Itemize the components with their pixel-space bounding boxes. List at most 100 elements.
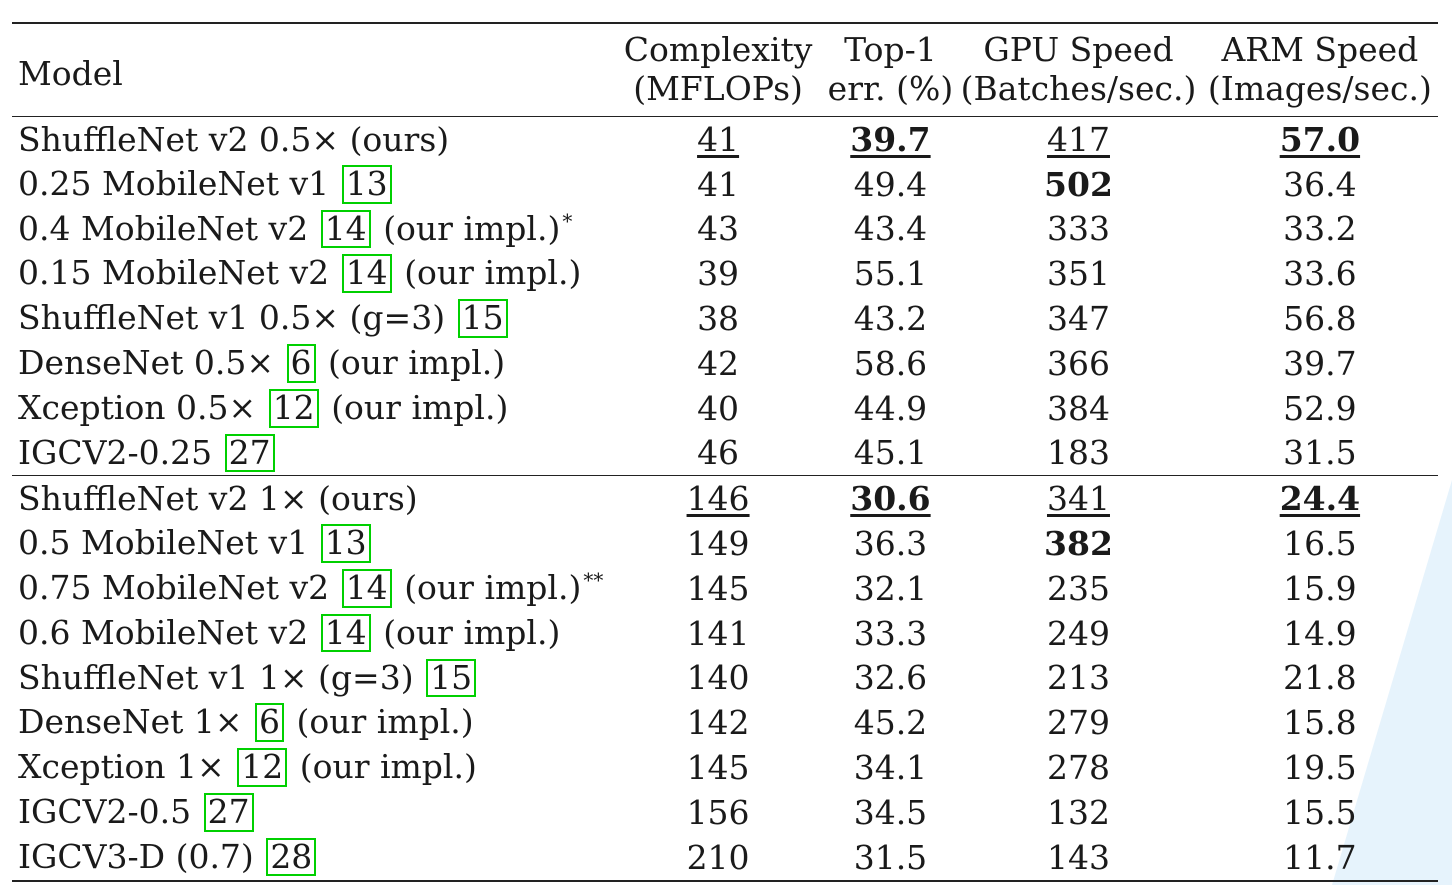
value-mflops: 140 [686,658,750,698]
value-mflops: 39 [697,254,740,294]
header-complexity: Complexity [623,29,813,69]
value-arm: 15.8 [1283,703,1357,743]
value-top1: 45.1 [853,433,928,473]
value-top1: 32.6 [853,658,928,698]
value-top1: 31.5 [853,837,928,877]
cell-gpu: 143 [955,835,1202,881]
value-gpu: 213 [1046,658,1110,698]
model-name-cell: 0.6 MobileNet v2 14 (our impl.) [12,611,610,656]
citation-link[interactable]: 14 [320,613,371,653]
citation-link[interactable]: 15 [426,658,477,698]
citation-link[interactable]: 14 [320,209,371,249]
cell-top1: 34.5 [826,790,956,835]
value-arm: 36.4 [1283,164,1357,204]
value-top1: 33.3 [853,613,928,653]
table-row: IGCV2-0.25 27 46 45.1 183 31.5 [12,431,1438,476]
table-row: ShuffleNet v2 1× (ours) 146 30.6 341 24.4 [12,476,1438,521]
value-gpu: 249 [1046,613,1110,653]
value-arm: 21.8 [1283,658,1357,698]
value-gpu: 384 [1046,388,1110,428]
value-gpu: 235 [1046,568,1110,608]
value-gpu: 366 [1046,343,1110,383]
value-arm: 56.8 [1283,299,1357,339]
value-mflops: 41 [697,164,740,204]
citation-link[interactable]: 14 [341,254,392,294]
value-top1: 44.9 [853,388,928,428]
citation-link[interactable]: 15 [457,299,508,338]
header-top1-unit: err. (%) [827,69,954,108]
cell-gpu: 502 [955,162,1202,207]
cell-arm: 33.6 [1202,251,1438,296]
model-name: ShuffleNet v2 1× [18,479,308,519]
cell-mflops: 141 [610,611,825,656]
citation-link[interactable]: 27 [203,793,254,832]
value-top1: 43.2 [853,299,928,339]
cell-mflops: 39 [610,251,825,296]
model-name: DenseNet 1× [18,702,243,742]
table-row: 0.15 MobileNet v2 14 (our impl.) 39 55.1 35… [12,251,1438,296]
cell-top1: 30.6 [826,476,956,521]
cell-top1: 36.3 [826,521,956,566]
value-mflops: 40 [697,388,740,428]
citation-link[interactable]: 28 [266,837,317,877]
cell-gpu: 382 [955,521,1202,566]
model-name-cell: 0.15 MobileNet v2 14 (our impl.) [12,251,610,296]
table-row: 0.25 MobileNet v1 13 41 49.4 502 36.4 [12,162,1438,207]
citation-link[interactable]: 12 [237,748,288,787]
value-gpu: 143 [1046,837,1110,877]
model-name-cell: ShuffleNet v2 1× (ours) [12,476,610,521]
cell-arm: 56.8 [1202,296,1438,341]
value-top1: 32.1 [853,568,928,608]
table-row: Xception 0.5× 12 (our impl.) 40 44.9 384 52.… [12,386,1438,431]
cell-arm: 21.8 [1202,656,1438,701]
citation-link[interactable]: 13 [341,164,392,204]
table-row: ShuffleNet v2 0.5× (ours) 41 39.7 417 57.0 [12,117,1438,162]
citation-link[interactable]: 27 [224,433,275,473]
model-name-cell: ShuffleNet v1 0.5× (g=3) 15 [12,296,610,341]
value-arm: 33.2 [1283,209,1357,249]
table-row: 0.6 MobileNet v2 14 (our impl.) 141 33.3 24… [12,611,1438,656]
value-top1: 55.1 [853,254,928,294]
value-mflops: 46 [697,433,740,473]
table-row: Xception 1× 12 (our impl.) 145 34.1 278 19.5 [12,745,1438,790]
model-name-cell: DenseNet 0.5× 6 (our impl.) [12,341,610,386]
table-group-small: ShuffleNet v2 0.5× (ours) 41 39.7 417 57.0 0.… [12,117,1438,476]
model-name: Xception 0.5× [18,387,257,427]
model-name: 0.15 MobileNet v2 [18,253,330,293]
cell-gpu: 366 [955,341,1202,386]
value-top1: 43.4 [853,209,928,249]
citation-link[interactable]: 14 [341,569,392,608]
cell-gpu: 132 [955,790,1202,835]
cell-arm: 15.9 [1202,566,1438,611]
table-row: 0.4 MobileNet v2 14 (our impl.) * 43 43.4 33… [12,207,1438,252]
citation-link[interactable]: 13 [320,524,371,563]
citation-link[interactable]: 12 [268,388,319,428]
header-complexity-unit: (MFLOPs) [633,69,803,108]
value-gpu: 382 [1044,524,1113,564]
model-name: ShuffleNet v1 1× (g=3) [18,657,414,697]
header-arm-speed: ARM Speed [1221,29,1419,69]
value-arm: 52.9 [1283,388,1357,428]
table-row: 0.75 MobileNet v2 14 (our impl.) ** 145 32.… [12,566,1438,611]
header-gpu-unit: (Batches/sec.) [960,69,1197,108]
cell-mflops: 210 [610,835,825,881]
value-mflops: 43 [697,209,740,249]
citation-link[interactable]: 6 [255,703,285,743]
cell-top1: 45.1 [826,431,956,476]
cell-arm: 33.2 [1202,207,1438,252]
cell-mflops: 149 [610,521,825,566]
value-arm: 33.6 [1283,254,1357,294]
value-top1: 58.6 [853,343,928,383]
cell-gpu: 333 [955,207,1202,252]
model-name: 0.75 MobileNet v2 [18,568,330,608]
cell-mflops: 145 [610,566,825,611]
citation-link[interactable]: 6 [286,344,316,383]
model-name: IGCV2-0.25 [18,432,213,472]
cell-gpu: 279 [955,700,1202,745]
model-name-cell: 0.5 MobileNet v1 13 [12,521,610,566]
cell-arm: 19.5 [1202,745,1438,790]
cell-top1: 39.7 [826,117,956,162]
model-name: 0.6 MobileNet v2 [18,612,309,652]
model-name: 0.5 MobileNet v1 [18,523,309,563]
model-suffix: (our impl.) [404,253,582,293]
